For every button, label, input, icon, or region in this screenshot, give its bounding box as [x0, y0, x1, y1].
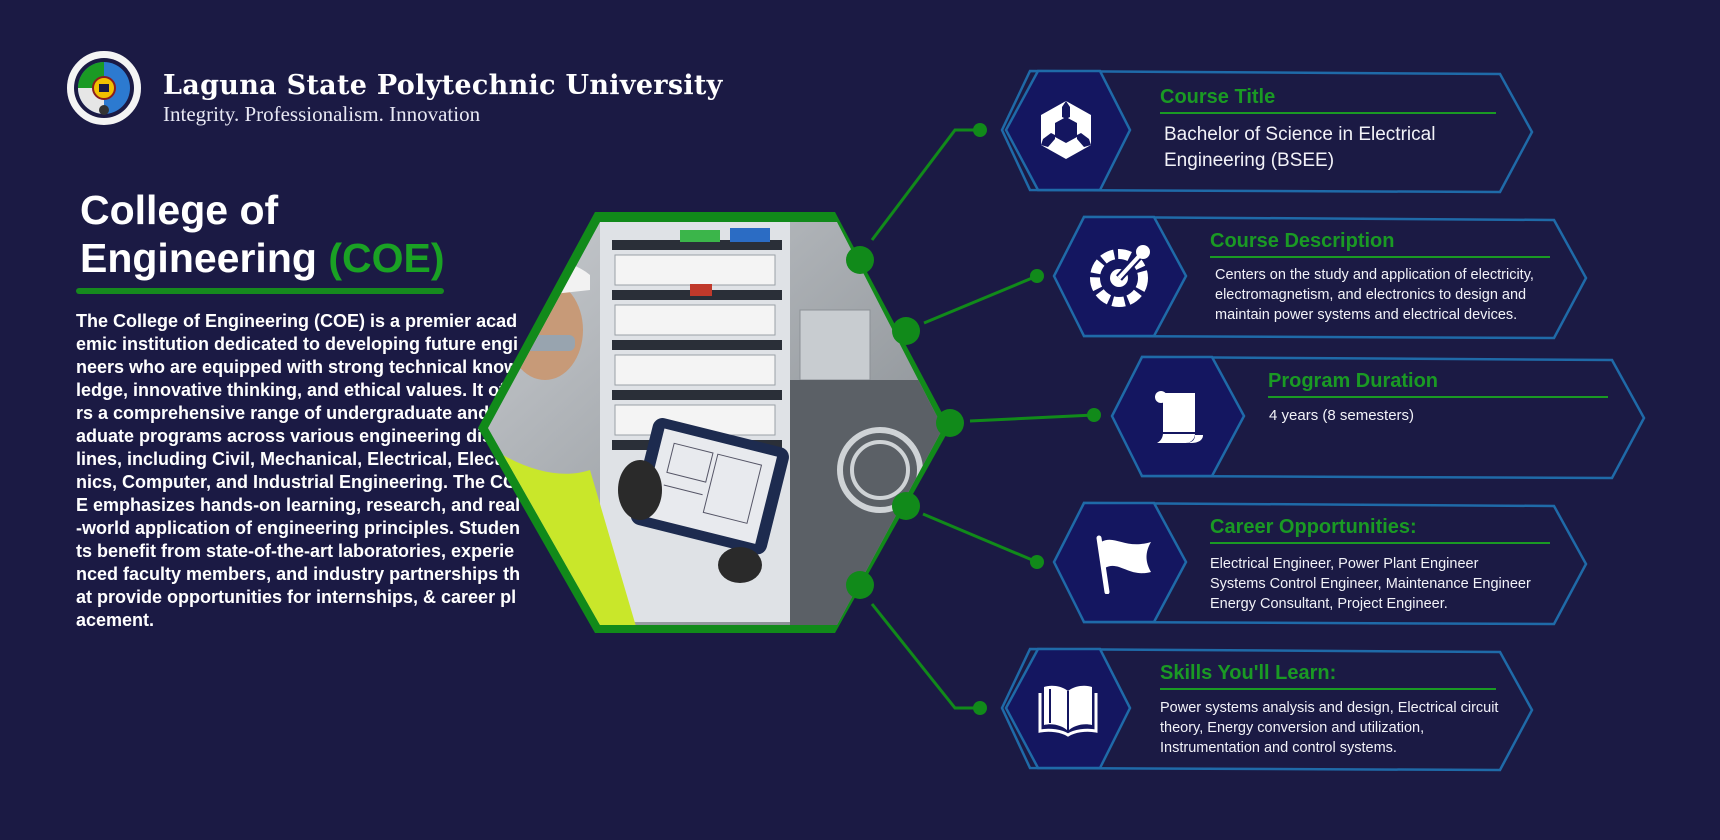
career-line: Energy Consultant, Project Engineer. — [1210, 596, 1448, 612]
card-heading: Career Opportunities: — [1210, 516, 1417, 538]
card-body: 4 years (8 semesters) — [1269, 407, 1415, 424]
card-heading: Course Title — [1160, 86, 1276, 108]
career-line: Systems Control Engineer, Maintenance En… — [1210, 576, 1531, 592]
card-rule — [1160, 688, 1496, 690]
open-book-icon — [1036, 674, 1100, 744]
title-underline — [76, 288, 444, 294]
page-title: College of Engineering (COE) — [80, 186, 444, 282]
college-description: The College of Engineering (COE) is a pr… — [76, 311, 522, 630]
card-body: Bachelor of Science in Electrical Engine… — [1164, 124, 1436, 171]
engineer-photo — [488, 222, 943, 625]
card-rule — [1160, 112, 1496, 114]
card-heading: Skills You'll Learn: — [1160, 662, 1337, 684]
university-name: Laguna State Polytechnic University — [163, 70, 723, 101]
card-rule — [1268, 396, 1608, 398]
career-line: Electrical Engineer, Power Plant Enginee… — [1210, 556, 1479, 572]
card-rule — [1210, 542, 1550, 544]
university-motto: Integrity. Professionalism. Innovation — [163, 102, 481, 126]
card-rule — [1210, 256, 1550, 258]
title-accent: (COE) — [328, 235, 445, 281]
unity-cube-icon — [1036, 92, 1096, 168]
university-seal-icon — [65, 49, 143, 127]
scroll-icon — [1146, 382, 1212, 452]
card-body: Power systems analysis and design, Elect… — [1160, 700, 1499, 756]
flag-icon — [1092, 528, 1156, 598]
dropper-gear-icon — [1088, 240, 1154, 312]
card-heading: Program Duration — [1268, 370, 1439, 392]
card-body: Centers on the study and application of … — [1215, 267, 1534, 323]
title-line-2: Engineering — [80, 235, 317, 281]
card-heading: Course Description — [1210, 230, 1395, 252]
card-body: Electrical Engineer, Power Plant Enginee… — [1210, 554, 1560, 614]
title-line-1: College of — [80, 187, 279, 233]
